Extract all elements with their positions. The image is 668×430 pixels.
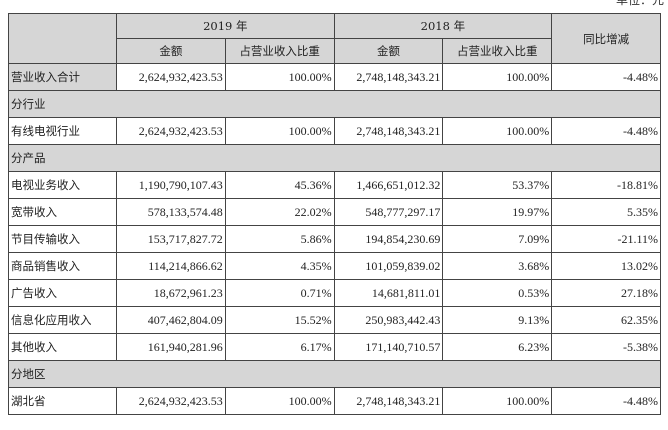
header-2019: 2019 年 bbox=[116, 13, 335, 39]
table-row: 其他收入 161,940,281.96 6.17% 171,140,710.57 6.2… bbox=[8, 333, 661, 361]
header-amount-2018: 金额 bbox=[333, 38, 444, 64]
yoy-change: -18.81% bbox=[551, 171, 661, 199]
yoy-change: -4.48% bbox=[551, 117, 661, 145]
table-row: 宽带收入 578,133,574.48 22.02% 548,777,297.17 19… bbox=[8, 198, 661, 226]
section-title: 分行业 bbox=[8, 90, 661, 118]
yoy-change: -5.38% bbox=[551, 333, 661, 361]
row-label: 湖北省 bbox=[8, 387, 117, 415]
yoy-change: 13.02% bbox=[551, 252, 661, 280]
share-2018: 100.00% bbox=[442, 387, 553, 415]
share-2018: 19.97% bbox=[442, 198, 553, 226]
amount-2019: 153,717,827.72 bbox=[116, 225, 226, 253]
table-row: 有线电视行业 2,624,932,423.53 100.00% 2,748,148,3… bbox=[8, 117, 661, 145]
share-2019: 45.36% bbox=[224, 171, 335, 199]
share-2019: 0.71% bbox=[224, 279, 335, 307]
row-label: 节目传输收入 bbox=[8, 225, 117, 253]
share-2018: 7.09% bbox=[442, 225, 553, 253]
row-label: 营业收入合计 bbox=[8, 63, 117, 91]
row-label: 信息化应用收入 bbox=[8, 306, 117, 334]
amount-2018: 14,681,811.01 bbox=[333, 279, 444, 307]
amount-2019: 407,462,804.09 bbox=[116, 306, 226, 334]
table-row: 节目传输收入 153,717,827.72 5.86% 194,854,230.69 7… bbox=[8, 225, 661, 253]
row-label: 宽带收入 bbox=[8, 198, 117, 226]
amount-2018: 548,777,297.17 bbox=[333, 198, 444, 226]
amount-2019: 2,624,932,423.53 bbox=[116, 117, 226, 145]
amount-2018: 101,059,839.02 bbox=[333, 252, 444, 280]
yoy-change: 27.18% bbox=[551, 279, 661, 307]
share-2019: 22.02% bbox=[224, 198, 335, 226]
table-row: 广告收入 18,672,961.23 0.71% 14,681,811.01 0.53%… bbox=[8, 279, 661, 307]
amount-2018: 1,466,651,012.32 bbox=[333, 171, 444, 199]
amount-2018: 2,748,148,343.21 bbox=[333, 117, 444, 145]
section-row: 分行业 bbox=[8, 90, 661, 118]
share-2018: 53.37% bbox=[442, 171, 553, 199]
amount-2018: 194,854,230.69 bbox=[333, 225, 444, 253]
share-2018: 0.53% bbox=[442, 279, 553, 307]
section-title: 分地区 bbox=[8, 360, 661, 388]
amount-2018: 250,983,442.43 bbox=[333, 306, 444, 334]
amount-2018: 2,748,148,343.21 bbox=[333, 387, 444, 415]
share-2018: 6.23% bbox=[442, 333, 553, 361]
share-2018: 9.13% bbox=[442, 306, 553, 334]
share-2019: 4.35% bbox=[224, 252, 335, 280]
table-row: 电视业务收入 1,190,790,107.43 45.36% 1,466,651,01… bbox=[8, 171, 661, 199]
header-row-years: 2019 年 2018 年 同比增减 bbox=[8, 13, 661, 64]
amount-2019: 2,624,932,423.53 bbox=[116, 63, 226, 91]
yoy-change: 62.35% bbox=[551, 306, 661, 334]
amount-2019: 161,940,281.96 bbox=[116, 333, 226, 361]
header-yoy: 同比增减 bbox=[551, 13, 661, 64]
amount-2019: 578,133,574.48 bbox=[116, 198, 226, 226]
amount-2018: 2,748,148,343.21 bbox=[333, 63, 444, 91]
table-row: 湖北省 2,624,932,423.53 100.00% 2,748,148,343.… bbox=[8, 387, 661, 415]
yoy-change: 5.35% bbox=[551, 198, 661, 226]
section-title: 分产品 bbox=[8, 144, 661, 172]
share-2019: 15.52% bbox=[224, 306, 335, 334]
share-2019: 5.86% bbox=[224, 225, 335, 253]
total-row: 营业收入合计 2,624,932,423.53 100.00% 2,748,14… bbox=[8, 63, 661, 91]
header-share-2019: 占营业收入比重 bbox=[224, 38, 335, 64]
amount-2019: 1,190,790,107.43 bbox=[116, 171, 226, 199]
share-2019: 100.00% bbox=[224, 63, 335, 91]
row-label: 广告收入 bbox=[8, 279, 117, 307]
share-2019: 6.17% bbox=[224, 333, 335, 361]
share-2019: 100.00% bbox=[224, 117, 335, 145]
row-label: 电视业务收入 bbox=[8, 171, 117, 199]
header-amount-2019: 金额 bbox=[116, 38, 226, 64]
header-share-2018: 占营业收入比重 bbox=[442, 38, 553, 64]
header-row-metrics: 金额 占营业收入比重 金额 占营业收入比重 bbox=[9, 38, 661, 64]
share-2018: 3.68% bbox=[442, 252, 553, 280]
amount-2019: 114,214,866.62 bbox=[116, 252, 226, 280]
unit-label: 单位：元 bbox=[615, 0, 664, 7]
section-row: 分地区 bbox=[8, 360, 661, 388]
yoy-change: -4.48% bbox=[551, 63, 661, 91]
header-corner bbox=[8, 13, 117, 64]
row-label: 商品销售收入 bbox=[8, 252, 117, 280]
table-row: 商品销售收入 114,214,866.62 4.35% 101,059,839.02 3… bbox=[8, 252, 661, 280]
section-row: 分产品 bbox=[8, 144, 661, 172]
amount-2019: 2,624,932,423.53 bbox=[116, 387, 226, 415]
header-2018: 2018 年 bbox=[333, 13, 553, 39]
row-label: 其他收入 bbox=[8, 333, 117, 361]
table-row: 信息化应用收入 407,462,804.09 15.52% 250,983,442.4… bbox=[8, 306, 661, 334]
amount-2018: 171,140,710.57 bbox=[333, 333, 444, 361]
share-2018: 100.00% bbox=[442, 117, 553, 145]
share-2019: 100.00% bbox=[224, 387, 335, 415]
revenue-table: 2019 年 2018 年 同比增减 金额 占营业收入比重 金额 占营业收入比重… bbox=[8, 13, 661, 415]
row-label: 有线电视行业 bbox=[8, 117, 117, 145]
yoy-change: -4.48% bbox=[551, 387, 661, 415]
yoy-change: -21.11% bbox=[551, 225, 661, 253]
share-2018: 100.00% bbox=[442, 63, 553, 91]
amount-2019: 18,672,961.23 bbox=[116, 279, 226, 307]
